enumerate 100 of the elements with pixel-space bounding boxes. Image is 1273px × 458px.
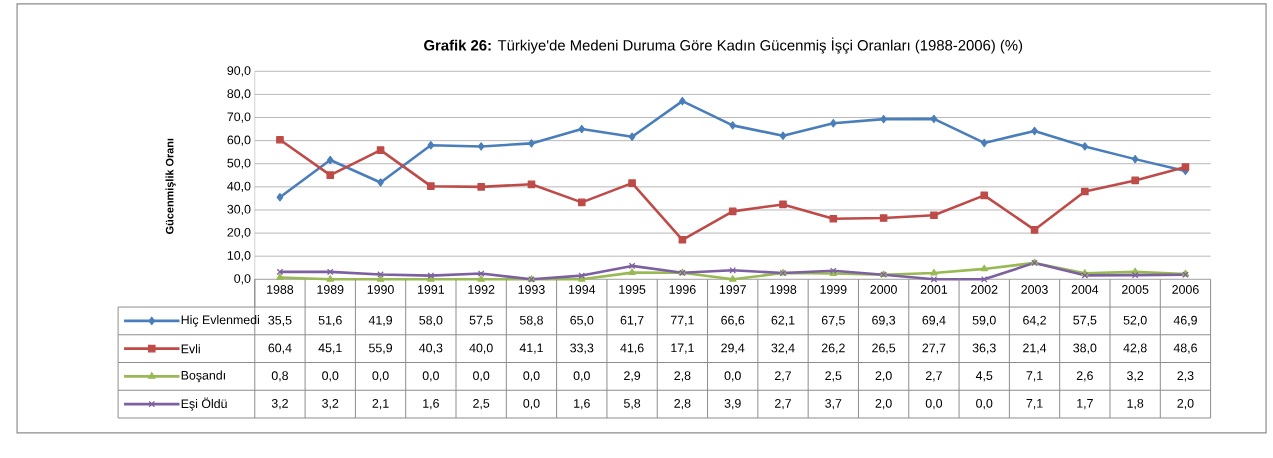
data-label: 36,3	[972, 343, 996, 354]
x-tick-label: 2002	[971, 285, 998, 295]
data-label: 1,7	[1077, 399, 1093, 410]
data-label: 2,3	[1177, 371, 1194, 382]
x-tick-label: 1993	[518, 285, 545, 295]
x-tick-label: 1999	[820, 285, 847, 295]
data-label: 3,2	[322, 399, 339, 410]
data-label: 1,6	[574, 399, 590, 410]
data-label: 3,9	[724, 399, 741, 410]
data-label: 41,6	[620, 343, 644, 354]
data-label: 7,1	[1026, 399, 1043, 410]
data-label: 2,6	[1076, 371, 1093, 382]
data-label: 38,0	[1073, 343, 1097, 354]
y-tick-label: 30,0	[227, 205, 251, 216]
data-label: 55,9	[369, 343, 393, 354]
data-label: 3,2	[1127, 371, 1144, 382]
legend-label: Hiç Evlenmedi	[181, 315, 259, 327]
y-tick-label: 80,0	[227, 89, 251, 100]
x-tick-label: 2005	[1122, 285, 1149, 295]
x-tick-label: 1989	[317, 285, 344, 295]
data-label: 64,2	[1023, 315, 1046, 327]
data-label: 2,7	[775, 371, 791, 382]
legend-label: Boşandı	[181, 370, 225, 383]
data-label: 29,4	[721, 343, 745, 354]
data-label: 40,3	[419, 343, 443, 354]
data-label: 2,0	[875, 399, 892, 410]
data-label: 0,0	[322, 371, 339, 382]
data-label: 2,9	[624, 371, 641, 382]
data-label: 42,8	[1123, 343, 1147, 354]
x-tick-label: 1998	[770, 285, 797, 295]
data-label: 48,6	[1173, 343, 1197, 354]
y-tick-label: 50,0	[227, 158, 251, 170]
data-label: 51,6	[318, 315, 342, 327]
data-label: 0,0	[573, 371, 590, 382]
x-tick-label: 1996	[669, 285, 696, 295]
data-label: 77,1	[670, 316, 694, 327]
data-label: 41,1	[519, 343, 543, 354]
data-label: 40,0	[469, 343, 493, 354]
data-label: 69,3	[872, 315, 896, 327]
x-tick-label: 2001	[920, 285, 948, 295]
legend-label: Eşi Öldü	[181, 397, 227, 411]
data-label: 21,4	[1023, 343, 1047, 354]
x-tick-label: 1994	[568, 285, 596, 295]
x-tick-label: 1990	[367, 285, 394, 295]
data-label: 7,1	[1026, 371, 1043, 382]
y-axis-title: Gücenmişlik Oranı	[165, 139, 176, 235]
data-label: 58,0	[419, 315, 443, 327]
data-label: 61,7	[620, 315, 644, 327]
data-label: 57,5	[1073, 316, 1097, 327]
data-label: 33,3	[570, 343, 594, 354]
data-label: 66,6	[721, 315, 745, 327]
y-tick-label: 0,0	[234, 274, 251, 285]
data-label: 58,8	[519, 315, 543, 327]
data-label: 59,0	[972, 315, 996, 327]
data-label: 67,5	[821, 315, 845, 327]
data-label: 26,5	[872, 343, 896, 354]
data-label: 27,7	[922, 343, 946, 354]
data-label: 0,0	[925, 399, 943, 410]
x-tick-label: 2006	[1172, 285, 1199, 295]
data-label: 60,4	[268, 343, 292, 354]
data-label: 2,5	[473, 399, 490, 410]
data-label: 41,9	[368, 315, 393, 327]
data-label: 45,1	[318, 343, 342, 354]
data-label: 62,1	[771, 315, 795, 327]
data-label: 2,0	[1177, 399, 1194, 410]
y-tick-label: 10,0	[227, 251, 251, 262]
y-tick-label: 20,0	[227, 228, 251, 239]
data-label: 52,0	[1123, 315, 1147, 327]
x-tick-label: 2004	[1071, 285, 1099, 295]
y-tick-label: 40,0	[227, 181, 251, 193]
x-tick-label: 1991	[418, 285, 445, 295]
data-label: 0,0	[523, 371, 540, 382]
data-label: 2,7	[775, 399, 791, 410]
data-label: 2,0	[875, 371, 892, 382]
data-label: 46,9	[1173, 315, 1197, 327]
data-label: 65,0	[570, 315, 594, 327]
legend-label: Evli	[181, 344, 200, 354]
y-tick-label: 70,0	[227, 112, 251, 123]
x-tick-label: 1997	[719, 285, 746, 295]
data-label: 2,8	[674, 399, 691, 410]
data-label: 35,5	[268, 315, 292, 327]
y-tick-label: 60,0	[227, 135, 251, 146]
x-tick-label: 1992	[468, 285, 495, 295]
x-tick-label: 1995	[619, 285, 646, 295]
data-label: 0,0	[523, 399, 540, 410]
data-label: 4,5	[975, 371, 993, 382]
x-tick-label: 1988	[267, 285, 294, 295]
data-label: 0,0	[372, 371, 389, 382]
x-tick-label: 2003	[1021, 285, 1048, 295]
x-tick-label: 2000	[870, 285, 897, 295]
data-label: 69,4	[922, 315, 946, 327]
data-label: 2,8	[674, 371, 691, 382]
data-label: 0,0	[724, 371, 741, 382]
data-label: 5,8	[623, 399, 641, 410]
data-label: 1,8	[1127, 399, 1144, 410]
data-label: 32,4	[771, 343, 795, 354]
data-label: 0,8	[271, 371, 289, 382]
data-label: 57,5	[469, 316, 493, 327]
data-label: 0,0	[473, 371, 490, 382]
chart-title: Grafik 26: Türkiye'de Medeni Duruma Göre Kadın Gücenmiş İşçi Oranları (1988-2006) (%)	[424, 37, 1023, 54]
